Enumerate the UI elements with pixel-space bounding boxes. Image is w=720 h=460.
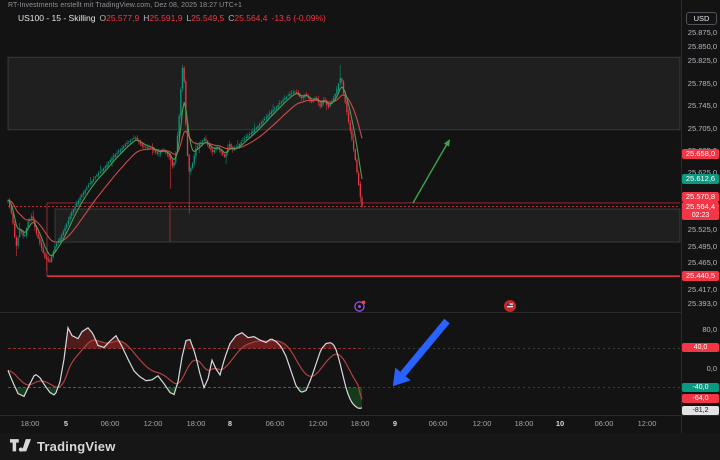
indicator-level-tag: -81,2 (682, 405, 719, 415)
time-tick-label: 9 (392, 419, 398, 428)
price-tick-label: 25.825,0 (687, 56, 717, 66)
time-tick-label: 06:00 (594, 419, 614, 428)
ohlc-key: O (99, 13, 107, 23)
ohlc-values: O25.577,9 H25.591,9 L25.549,5 C25.564,4 (95, 13, 267, 23)
price-level-tag: 25.658,0 (682, 148, 719, 159)
ohlc-value: 25.591,9 (149, 13, 183, 23)
price-tick-label: 25.393,0 (687, 298, 717, 308)
price-tick-label: 25.745,0 (687, 101, 717, 110)
time-tick-label: 12:00 (143, 419, 163, 428)
ohlc-value: 25.577,9 (106, 13, 140, 23)
tradingview-logo-icon[interactable] (10, 439, 31, 454)
alert-event-icon[interactable] (353, 299, 367, 318)
current-price-tag: 25.564,4 02:23 (682, 202, 719, 220)
price-level-tag: 25.570,8 (682, 191, 719, 202)
chart-legend[interactable]: US100 - 15 - Skilling O25.577,9 H25.591,9 L… (18, 13, 326, 23)
indicator-level-tag: -64,0 (682, 394, 719, 404)
time-tick-label: 18:00 (186, 419, 206, 428)
change-value: -13,6 (-0,09%) (271, 13, 326, 23)
price-tick-label: 25.417,0 (687, 285, 717, 295)
bar-countdown: 02:23 (691, 212, 710, 219)
time-tick-label: 10 (555, 419, 565, 428)
time-tick-label: 12:00 (637, 419, 657, 428)
symbol-title[interactable]: US100 - 15 - Skilling (18, 13, 96, 23)
priceaxis-separator[interactable] (681, 0, 682, 433)
time-tick-label: 12:00 (472, 419, 492, 428)
time-tick-label: 18:00 (20, 419, 40, 428)
time-tick-label: 06:00 (100, 419, 120, 428)
timeaxis-separator (0, 415, 720, 416)
indicator-tick-label: 80,0 (702, 324, 717, 334)
time-tick-label: 06:00 (265, 419, 285, 428)
attribution-text: RT-Investments erstellt mit TradingView.… (8, 2, 243, 9)
currency-button[interactable]: USD (686, 12, 717, 25)
price-tick-label: 25.875,0 (687, 28, 717, 37)
time-tick-label: 5 (63, 419, 69, 428)
price-level-tag: 25.440,5 (682, 271, 719, 282)
indicator-tick-label: 0,0 (706, 364, 717, 373)
ohlc-key: C (228, 13, 235, 23)
price-tick-label: 25.465,0 (687, 258, 717, 268)
ohlc-value: 25.549,5 (191, 13, 225, 23)
pane-separator[interactable] (0, 312, 681, 313)
us-economic-event-icon[interactable] (503, 299, 517, 318)
indicator-level-tag: -40,0 (682, 382, 719, 392)
price-tick-label: 25.850,0 (687, 42, 717, 51)
ohlc-value: 25.564,4 (234, 13, 268, 23)
time-tick-label: 18:00 (350, 419, 370, 428)
time-tick-label: 8 (227, 419, 233, 428)
ohlc-key: H (143, 13, 150, 23)
time-tick-label: 12:00 (308, 419, 328, 428)
price-tick-label: 25.625,0 (687, 168, 717, 178)
ohlc-key: L (186, 13, 192, 23)
indicator-level-tag: 40,0 (682, 343, 719, 353)
price-tick-label: 25.785,0 (687, 78, 717, 88)
footer-bar: TradingView (0, 433, 720, 460)
price-tick-label: 25.525,0 (687, 224, 717, 234)
price-level-tag: 25.612,6 (682, 174, 719, 185)
price-tick-label: 25.495,0 (687, 241, 717, 251)
price-tick-label: 25.705,0 (687, 123, 717, 133)
time-tick-label: 18:00 (514, 419, 534, 428)
tradingview-logo-text[interactable]: TradingView (37, 439, 116, 454)
time-tick-label: 06:00 (428, 419, 448, 428)
